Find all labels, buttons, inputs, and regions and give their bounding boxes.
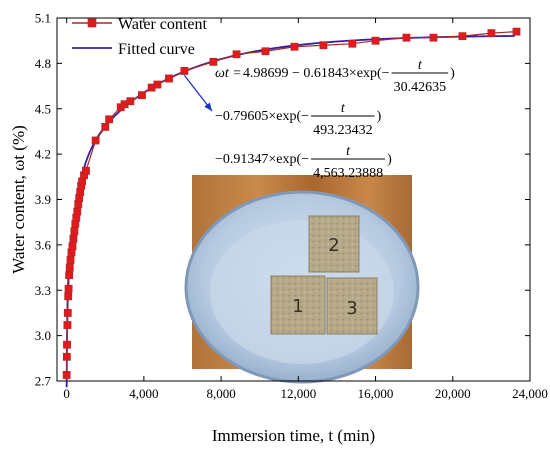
equation-term: −0.91347×exp(− xyxy=(215,152,309,167)
data-point xyxy=(126,97,135,106)
equation-numerator: t xyxy=(346,144,351,159)
data-point xyxy=(65,263,74,272)
data-point xyxy=(371,36,380,45)
data-point xyxy=(73,207,82,216)
data-point xyxy=(458,32,467,41)
water-content-series xyxy=(62,27,521,379)
sample-2: 2 xyxy=(308,215,360,273)
data-point xyxy=(138,91,146,100)
y-tick-label: 3.9 xyxy=(35,192,51,207)
x-tick-label: 20,000 xyxy=(435,386,471,401)
fit-equation: ωt = 4.98699 − 0.61843×exp(− 30.42635 t) −0… xyxy=(183,58,455,181)
data-point xyxy=(402,33,411,42)
data-point xyxy=(319,41,328,50)
x-tick-label: 0 xyxy=(63,386,70,401)
y-tick-label: 5.1 xyxy=(35,11,51,26)
data-point xyxy=(105,115,114,124)
y-tick-label: 2.7 xyxy=(35,374,52,389)
data-point xyxy=(290,42,299,51)
y-tick-label: 4.2 xyxy=(35,147,51,162)
y-tick-label: 4.8 xyxy=(35,56,51,71)
data-point xyxy=(63,340,71,349)
data-point xyxy=(70,227,79,236)
y-tick-label: 3.3 xyxy=(35,283,51,298)
data-point xyxy=(64,284,73,293)
sample-label: 3 xyxy=(346,298,357,319)
legend: Water content Fitted curve xyxy=(72,16,207,58)
data-point xyxy=(261,47,270,56)
x-tick-label: 8,000 xyxy=(206,386,235,401)
data-point xyxy=(63,321,72,329)
data-point xyxy=(91,136,100,145)
equation-term: −0.79605×exp(− xyxy=(215,109,309,124)
equation-close: ) xyxy=(387,152,392,167)
legend-marker-water-content xyxy=(87,18,97,28)
sample-label: 2 xyxy=(328,235,339,256)
data-point xyxy=(69,234,78,243)
inset-photo: 2 1 3 xyxy=(184,175,420,384)
sample-label: 1 xyxy=(292,296,303,317)
data-point xyxy=(65,271,74,280)
data-point xyxy=(209,57,218,66)
equation-numerator: t xyxy=(341,101,346,116)
y-tick-label: 4.5 xyxy=(35,101,51,116)
data-point xyxy=(63,309,72,317)
sample-1: 1 xyxy=(270,275,326,335)
data-point xyxy=(68,242,77,251)
sample-3: 3 xyxy=(326,277,378,335)
equation-term: 4.98699 − 0.61843×exp(− xyxy=(243,66,390,81)
equation-numerator: t xyxy=(418,58,423,73)
data-point xyxy=(66,256,75,264)
x-tick-label: 4,000 xyxy=(129,386,158,401)
data-point xyxy=(153,80,162,89)
data-point xyxy=(165,74,173,83)
data-point xyxy=(62,352,71,361)
data-point xyxy=(180,67,189,75)
data-point xyxy=(101,123,110,131)
annotation-arrow-head xyxy=(204,102,212,111)
legend-label-water-content: Water content xyxy=(118,16,207,33)
equation-denominator: 493.23432 xyxy=(313,123,373,138)
axes: 2.73.03.33.63.94.24.54.85.10 4,000 8,000 12… xyxy=(9,11,548,446)
data-point xyxy=(82,166,90,175)
legend-label-fitted-curve: Fitted curve xyxy=(118,41,195,58)
data-point xyxy=(62,371,71,379)
y-tick-label: 3.0 xyxy=(35,328,51,343)
data-point xyxy=(348,39,357,48)
equation-close: ) xyxy=(450,66,455,81)
data-point xyxy=(487,29,496,38)
equation-close: ) xyxy=(377,109,382,124)
data-point xyxy=(512,27,521,36)
data-point xyxy=(64,292,73,301)
x-tick-label: 16,000 xyxy=(358,386,394,401)
x-axis-label: Immersion time, t (min) xyxy=(212,426,375,445)
x-tick-label: 12,000 xyxy=(280,386,316,401)
data-point xyxy=(232,50,241,59)
data-point xyxy=(429,33,438,42)
equation-lhs: ωt = xyxy=(215,66,242,81)
equation-denominator: 4,563.23888 xyxy=(313,166,383,181)
y-tick-label: 3.6 xyxy=(35,237,52,252)
y-axis-label: Water content, ωt (%) xyxy=(9,125,28,274)
equation-denominator: 30.42635 xyxy=(394,80,447,95)
x-tick-label: 24,000 xyxy=(512,386,548,401)
